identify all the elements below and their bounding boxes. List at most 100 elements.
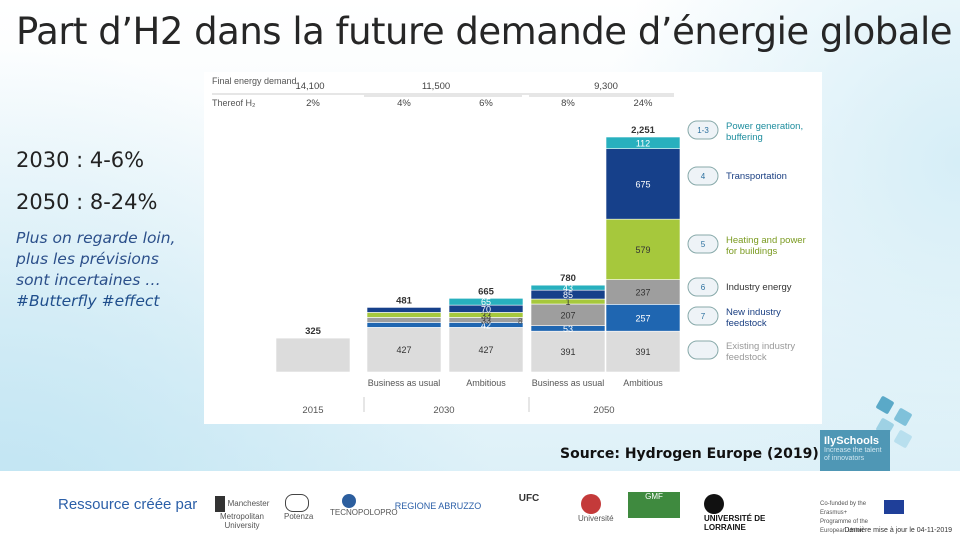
legend-label: buffering (726, 132, 763, 143)
legend-label: Power generation, (726, 121, 803, 132)
segment-label: 112 (636, 138, 650, 148)
segment-label: 257 (635, 313, 650, 323)
last-update: Dernière mise à jour le 04-11-2019 (844, 527, 952, 534)
scenario-label: Ambitious (466, 378, 506, 388)
segment-label: 70 (481, 304, 491, 314)
stacked-bar-segment (366, 322, 442, 328)
stacked-bar-segment (366, 312, 442, 318)
chart-svg: Final energy demand Thereof H₂ 14,100 11,50… (212, 76, 806, 416)
segment-label: 53 (563, 324, 573, 334)
stacked-bar-segment (366, 327, 442, 373)
stacked-bar-segment (275, 337, 351, 373)
final-energy-value: 9,300 (594, 81, 618, 92)
source-caption: Source: Hydrogen Europe (2019) (560, 446, 819, 462)
logo-erasmus-text: Co-funded by the Erasmus+ Programme of t… (820, 501, 869, 534)
bar-total-label: 481 (396, 295, 413, 306)
bar-total-label: 2,251 (631, 125, 655, 136)
stacked-bar-segment (366, 307, 442, 313)
logo-universite[interactable]: Université (578, 494, 614, 523)
segment-label: 427 (478, 345, 493, 355)
stacked-bar-segment (605, 218, 681, 280)
stacked-bar-segment (530, 284, 606, 291)
thereof-h2-value: 6% (479, 98, 493, 109)
logo-text: REGIONE ABRUZZO (394, 501, 482, 511)
legend-label: New industry (726, 307, 781, 318)
page-title: Part d’H2 dans la future demande d’énerg… (16, 10, 953, 53)
legend-label: Transportation (726, 171, 787, 182)
stacked-bar-segment (530, 330, 606, 373)
segment-label: 33 (481, 315, 491, 325)
legend-number: 4 (701, 172, 706, 181)
legend-icon (687, 120, 719, 140)
bar-total-label: 665 (478, 286, 495, 297)
legend-number: 6 (701, 283, 706, 292)
note-text: Plus on regarde loin, plus les prévision… (16, 229, 176, 289)
segment-label: 579 (635, 245, 650, 255)
thereof-h2-value: 24% (633, 98, 653, 109)
logo-mark-icon (285, 494, 309, 512)
logo-manchester[interactable]: Manchester Metropolitan University (214, 496, 270, 530)
logo-mark-icon (214, 496, 225, 512)
segment-label: 43 (563, 283, 573, 293)
bar-total-label: 325 (305, 326, 322, 337)
logo-mark-icon (704, 494, 724, 514)
ressource-label: Ressource créée par (58, 496, 198, 513)
stat-2030: 2030 : 4-6% (16, 148, 145, 172)
brand-subtitle: Increase the talent of innovators (824, 447, 882, 462)
brand-title: IlySchools (824, 435, 880, 447)
final-energy-value: 14,100 (295, 81, 324, 92)
thereof-h2-value: 2% (306, 98, 320, 109)
logo-text: GMF (645, 492, 663, 501)
segment-label: 237 (635, 287, 650, 297)
legend-label: Existing industry (726, 341, 795, 352)
segment-label: 391 (560, 347, 575, 357)
stacked-bar-segment (605, 136, 681, 149)
stacked-bar-segment (605, 148, 681, 220)
bar-total-label: 780 (560, 273, 576, 284)
thereof-h2-value: 8% (561, 98, 575, 109)
thereof-h2-value: 4% (397, 98, 411, 109)
logo-text: UFC (518, 493, 540, 504)
segment-label: 33 (481, 310, 491, 320)
year-label: 2015 (302, 405, 323, 416)
year-label: 2030 (433, 405, 454, 416)
logo-potenza[interactable]: Potenza (284, 494, 314, 521)
header-row2-label: Thereof H₂ (212, 98, 256, 108)
logo-regione-abruzzo[interactable]: REGIONE ABRUZZO (388, 502, 488, 511)
stat-2050: 2050 : 8-24% (16, 190, 158, 214)
year-label: 2050 (593, 405, 614, 416)
legend-icon (687, 166, 719, 186)
note-hashtags: #Butterfly #effect (16, 292, 160, 310)
eu-flag-icon (884, 500, 904, 514)
logo-gmf[interactable]: GMF (628, 492, 680, 518)
stacked-bar-segment (366, 317, 442, 323)
hydrogen-demand-chart: Final energy demand Thereof H₂ 14,100 11,50… (204, 72, 822, 424)
scenario-label: Business as usual (532, 378, 605, 388)
logo-ufc[interactable]: UFC (514, 493, 544, 504)
logo-tecnopolo[interactable]: TECNOPOLOPRO (330, 494, 398, 517)
legend-label: Heating and power (726, 235, 806, 246)
footer-bar (0, 471, 960, 540)
logo-universite-lorraine[interactable]: UNIVERSITÉ DE LORRAINE (704, 494, 774, 532)
legend-icon (687, 234, 719, 254)
uncertainty-note: Plus on regarde loin, plus les prévision… (16, 228, 196, 312)
header-row1-label: Final energy demand (212, 76, 297, 86)
logo-text: TECNOPOLOPRO (330, 508, 398, 517)
legend-label: feedstock (726, 352, 767, 363)
legend-label: for buildings (726, 246, 777, 257)
logo-text: Potenza (284, 512, 314, 521)
stacked-bar-segment (605, 330, 681, 373)
segment-label: 427 (396, 345, 411, 355)
side-value-label: 8 (518, 317, 523, 326)
segment-label: 85 (563, 290, 573, 300)
segment-label: 675 (635, 179, 650, 189)
stacked-bar-segment (448, 327, 524, 373)
legend-label: feedstock (726, 318, 767, 329)
logo-text: Manchester Metropolitan University (219, 499, 270, 530)
segment-label: 65 (481, 297, 491, 307)
logo-text: UNIVERSITÉ DE LORRAINE (704, 514, 766, 532)
legend-number: 5 (701, 240, 706, 249)
scenario-label: Ambitious (623, 378, 663, 388)
legend-label: Industry energy (726, 282, 792, 293)
final-energy-value: 11,500 (422, 81, 450, 92)
